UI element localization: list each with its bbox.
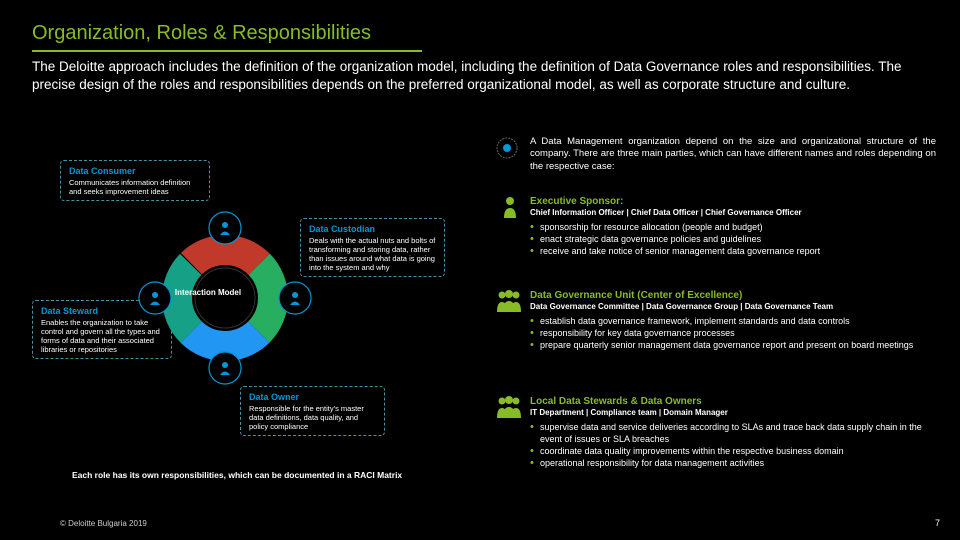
people-group-icon <box>494 396 524 418</box>
section-title: Data Governance Unit (Center of Excellen… <box>530 290 936 301</box>
role-box-consumer: Data Consumer Communicates information d… <box>60 160 210 201</box>
people-group-icon <box>494 290 524 312</box>
role-box-custodian: Data Custodian Deals with the actual nut… <box>300 218 445 277</box>
section-subtitle: Chief Information Officer | Chief Data O… <box>530 208 936 217</box>
person-icon <box>502 196 518 218</box>
gear-icon <box>495 136 519 160</box>
intro-text: A Data Management organization depend on… <box>530 136 936 173</box>
role-title: Data Custodian <box>309 224 436 234</box>
role-title: Data Consumer <box>69 166 201 176</box>
list-item: establish data governance framework, imp… <box>530 315 936 327</box>
section-unit: Data Governance Unit (Center of Excellen… <box>530 290 936 351</box>
list-item: prepare quarterly senior management data… <box>530 339 936 351</box>
list-item: receive and take notice of senior manage… <box>530 245 936 257</box>
page-subtitle: The Deloitte approach includes the defin… <box>32 58 940 93</box>
section-sponsor: Executive Sponsor: Chief Information Off… <box>530 196 936 257</box>
interaction-model-diagram <box>135 208 315 388</box>
role-title: Data Owner <box>249 392 376 402</box>
list-item: coordinate data quality improvements wit… <box>530 445 936 457</box>
footnote: Each role has its own responsibilities, … <box>72 470 402 480</box>
section-subtitle: Data Governance Committee | Data Governa… <box>530 302 936 311</box>
bullet-list: sponsorship for resource allocation (peo… <box>530 221 936 257</box>
role-box-owner: Data Owner Responsible for the entity's … <box>240 386 385 436</box>
list-item: sponsorship for resource allocation (peo… <box>530 221 936 233</box>
role-desc: Responsible for the entity's master data… <box>249 404 376 431</box>
bullet-list: establish data governance framework, imp… <box>530 315 936 351</box>
hub-label: Interaction Model <box>168 289 248 298</box>
list-item: responsibility for key data governance p… <box>530 327 936 339</box>
title-underline <box>32 50 422 52</box>
section-title: Local Data Stewards & Data Owners <box>530 396 936 407</box>
role-desc: Deals with the actual nuts and bolts of … <box>309 236 436 272</box>
bullet-list: supervise data and service deliveries ac… <box>530 421 936 470</box>
copyright: © Deloitte Bulgaria 2019 <box>60 519 147 528</box>
section-title: Executive Sponsor: <box>530 196 936 207</box>
list-item: supervise data and service deliveries ac… <box>530 421 936 445</box>
section-local: Local Data Stewards & Data Owners IT Dep… <box>530 396 936 470</box>
list-item: enact strategic data governance policies… <box>530 233 936 245</box>
list-item: operational responsibility for data mana… <box>530 457 936 469</box>
page-number: 7 <box>935 518 940 528</box>
page-title: Organization, Roles & Responsibilities <box>32 22 371 45</box>
role-desc: Communicates information definition and … <box>69 178 201 196</box>
section-subtitle: IT Department | Compliance team | Domain… <box>530 408 936 417</box>
